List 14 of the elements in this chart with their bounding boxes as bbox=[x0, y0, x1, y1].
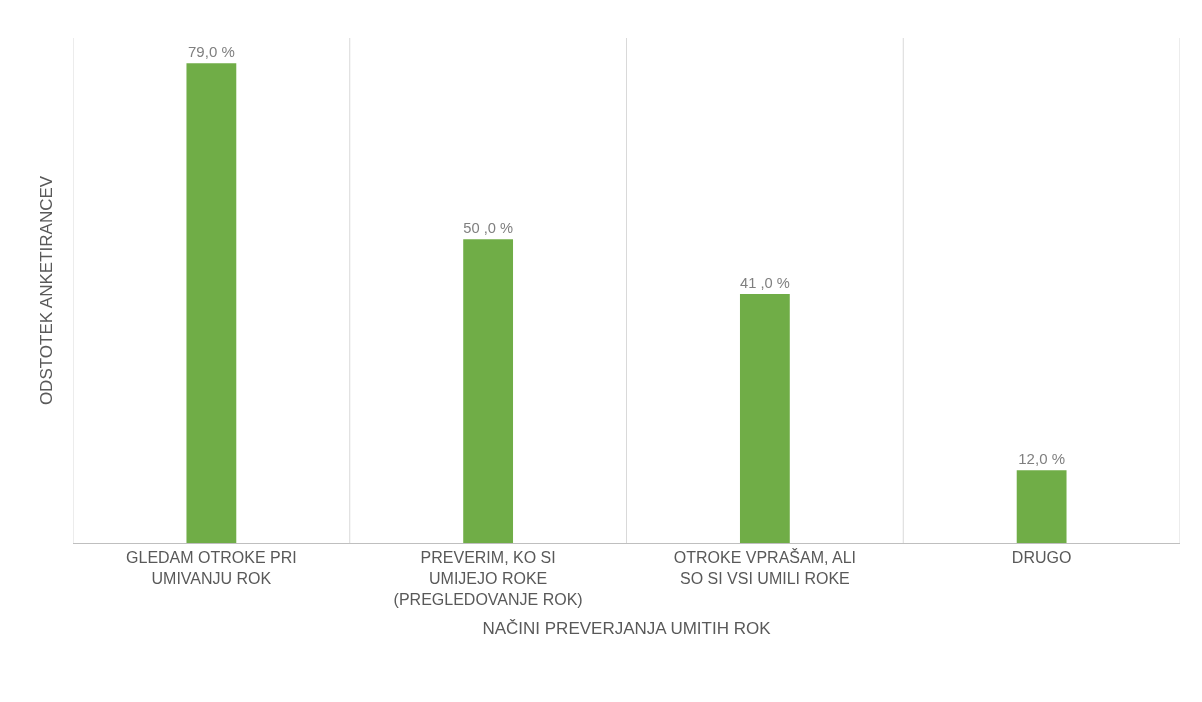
data-label: 41 ,0 % bbox=[739, 275, 790, 292]
y-axis-title: ODSTOTEK ANKETIRANCEV bbox=[36, 175, 56, 406]
bar bbox=[739, 294, 790, 543]
bar bbox=[1016, 470, 1067, 543]
x-tick-label: PREVERIM, KO SI UMIJEJO ROKE (PREGLEDOVANJE ROK) bbox=[393, 549, 583, 608]
x-tick-label: DRUGO bbox=[1011, 549, 1072, 567]
data-label: 50 ,0 % bbox=[463, 220, 514, 237]
x-axis-title: NAČINI PREVERJANJA UMITIH ROK bbox=[482, 619, 772, 639]
bar bbox=[186, 63, 237, 543]
bar bbox=[463, 239, 514, 543]
x-tick-label: OTROKE VPRAŠAM, ALI SO SI VSI UMILI ROKE bbox=[673, 548, 857, 587]
data-label: 12,0 % bbox=[1018, 450, 1065, 468]
data-label: 79,0 % bbox=[188, 43, 235, 61]
x-tick-label: GLEDAM OTROKE PRI UMIVANJU ROK bbox=[126, 549, 297, 587]
